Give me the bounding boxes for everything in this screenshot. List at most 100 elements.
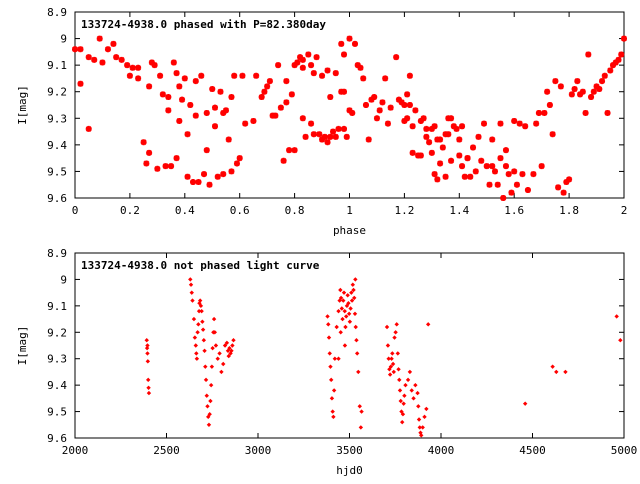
phased-x-tick-label: 1.2 — [394, 204, 414, 217]
unphased-data-point — [402, 393, 407, 398]
phased-data-point — [519, 171, 526, 178]
phased-data-point — [376, 107, 383, 114]
unphased-data-point — [341, 298, 346, 303]
unphased-data-point — [618, 338, 623, 343]
unphased-data-point — [356, 369, 361, 375]
unphased-data-point — [563, 369, 568, 375]
phased-data-point — [184, 131, 191, 138]
unphased-data-point — [217, 351, 222, 356]
phased-data-point — [228, 94, 235, 101]
phased-data-point — [77, 80, 84, 87]
phased-data-point — [266, 78, 273, 85]
phased-data-point — [349, 109, 356, 116]
phased-data-point — [258, 94, 265, 101]
phased-data-point — [228, 168, 235, 175]
unphased-y-tick-label: 8.9 — [47, 247, 67, 260]
phased-data-point — [283, 99, 290, 106]
phased-data-point — [225, 136, 232, 143]
phased-data-point — [327, 133, 334, 140]
unphased-data-point — [210, 345, 215, 351]
phased-data-point — [179, 96, 186, 103]
unphased-data-point — [403, 382, 408, 388]
phased-data-point — [173, 155, 180, 162]
unphased-data-point — [338, 295, 344, 301]
unphased-data-point — [346, 311, 352, 316]
unphased-data-point — [193, 343, 198, 348]
unphased-light-curve-panel: 2000 2500 3000 3500 4000 4500 5000 8.9 9 9.1 9.2 9… — [16, 247, 637, 477]
phased-data-point — [173, 70, 180, 77]
phased-y-tick-label: 9.2 — [47, 86, 67, 99]
phased-data-point — [404, 115, 411, 122]
phased-data-point — [560, 189, 567, 196]
unphased-data-point — [349, 290, 354, 295]
phased-data-point — [379, 99, 386, 106]
phased-x-tick-label: 0 — [72, 204, 79, 217]
phased-light-curve-panel: 0 0.2 0.4 0.6 0.8 1 1.2 1.4 1.6 1.8 2 8.9 9 9.1 9.2 9.… — [16, 6, 627, 237]
unphased-data-point — [400, 419, 405, 425]
phased-data-point — [206, 181, 213, 188]
phased-data-point — [324, 67, 331, 74]
phased-data-point — [277, 104, 284, 111]
unphased-data-point — [198, 303, 204, 309]
unphased-data-point — [385, 343, 391, 348]
phased-data-point — [439, 144, 446, 151]
unphased-data-point — [336, 308, 341, 314]
phased-data-point — [313, 54, 320, 61]
phased-data-point — [157, 72, 164, 79]
phased-data-point — [159, 91, 166, 98]
phased-data-point — [445, 131, 452, 138]
phased-data-point — [283, 78, 290, 85]
phased-data-point — [261, 88, 268, 95]
phased-data-point — [582, 109, 589, 116]
phased-data-point — [612, 59, 619, 66]
phased-data-point — [431, 123, 438, 130]
unphased-data-point — [522, 401, 528, 406]
unphased-data-point — [219, 369, 224, 375]
unphased-data-point — [207, 412, 212, 417]
phased-data-point — [456, 136, 463, 143]
phased-data-point — [478, 157, 485, 164]
unphased-data-point — [417, 425, 422, 430]
unphased-data-point — [204, 393, 209, 398]
unphased-data-point — [326, 335, 332, 340]
unphased-data-point — [196, 308, 202, 314]
phased-data-point — [91, 56, 98, 63]
unphased-data-point — [343, 324, 348, 330]
phased-y-axis-label: I[mag] — [16, 85, 29, 125]
unphased-data-point — [145, 343, 150, 348]
unphased-data-point — [550, 364, 555, 369]
unphased-data-point — [199, 308, 204, 314]
phased-data-point — [442, 173, 449, 180]
unphased-data-point — [420, 425, 425, 430]
phased-data-point — [143, 160, 150, 167]
phased-data-point — [319, 72, 326, 79]
unphased-plot-frame — [74, 252, 625, 439]
unphased-data-point — [327, 351, 332, 356]
phased-data-point — [513, 181, 520, 188]
phased-data-point — [428, 149, 435, 156]
phased-data-point — [577, 91, 584, 98]
unphased-data-point — [144, 338, 149, 343]
unphased-data-point — [213, 343, 219, 348]
phased-data-point — [332, 133, 339, 140]
unphased-data-point — [354, 351, 360, 356]
phased-data-point — [456, 152, 463, 159]
phased-data-point — [346, 107, 353, 114]
phased-data-point — [162, 163, 169, 170]
unphased-chart-title: 133724-4938.0 not phased light curve — [81, 259, 320, 272]
phased-data-point — [291, 62, 298, 69]
phased-data-point — [472, 168, 479, 175]
phased-data-point — [168, 163, 175, 170]
phased-data-point — [459, 123, 466, 130]
phased-data-point — [357, 64, 364, 71]
phased-y-tick-labels: 8.9 9 9.1 9.2 9.3 9.4 9.5 9.6 — [47, 6, 67, 205]
phased-data-point — [470, 144, 477, 151]
unphased-data-point — [331, 388, 337, 393]
phased-data-point — [176, 117, 183, 124]
unphased-data-point — [212, 330, 218, 335]
phased-data-point — [568, 91, 575, 98]
phased-data-point — [280, 157, 287, 164]
phased-x-tick-label: 0.4 — [175, 204, 195, 217]
phased-data-point — [401, 102, 408, 108]
